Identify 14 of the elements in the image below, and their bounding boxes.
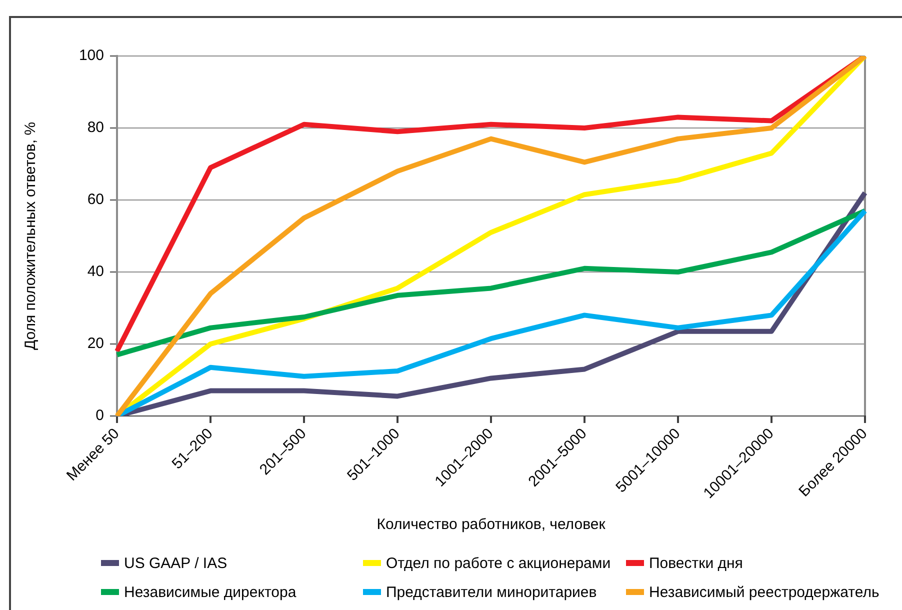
y-tick-label: 80 xyxy=(87,119,104,136)
y-tick-label: 0 xyxy=(96,407,104,424)
y-tick-label: 20 xyxy=(87,335,104,352)
legend-label: Независимый реестродержатель xyxy=(649,584,880,600)
x-axis-title: Количество работников, человек xyxy=(376,516,606,534)
y-tick-label: 60 xyxy=(87,191,104,208)
y-tick-label: 40 xyxy=(87,263,104,280)
legend-label: US GAAP / IAS xyxy=(124,554,228,572)
legend-label: Отдел по работе с акционерами xyxy=(386,554,611,572)
y-tick-label: 100 xyxy=(78,47,104,64)
legend-label: Независимые директора xyxy=(124,584,296,600)
legend-label: Представители миноритариев xyxy=(386,584,597,600)
y-axis-title: Доля положительных ответов, % xyxy=(22,122,40,350)
legend-label: Повестки дня xyxy=(649,554,743,572)
